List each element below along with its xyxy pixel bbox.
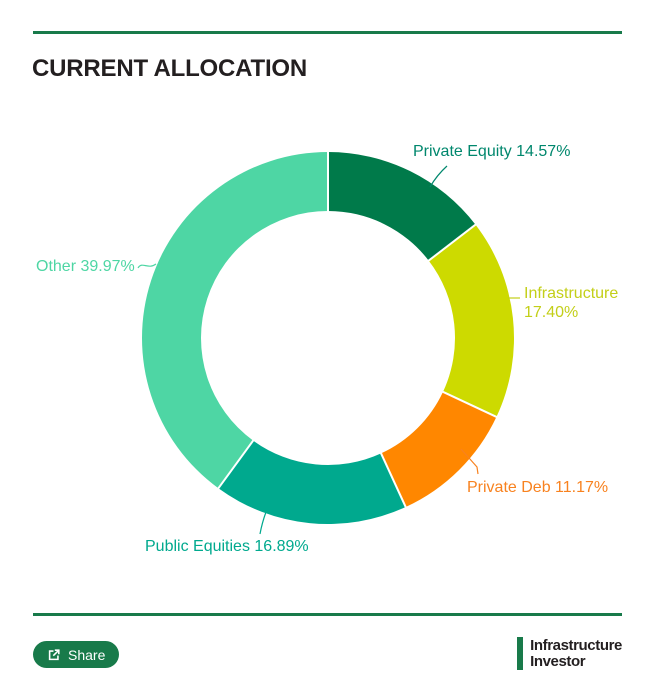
logo-line1: Infrastructure <box>530 637 622 654</box>
logo-bar <box>517 637 524 670</box>
donut-segment-other[interactable] <box>142 152 328 489</box>
segment-separator <box>441 390 498 419</box>
leader-line-private-deb <box>460 448 479 475</box>
page-title: CURRENT ALLOCATION <box>32 55 308 82</box>
top-divider <box>33 31 622 34</box>
label-other: Other 39.97% <box>36 258 135 275</box>
segment-separator <box>379 452 408 509</box>
infrastructure-investor-logo: Infrastructure Investor <box>517 637 622 670</box>
leader-line-public-equities <box>259 511 267 535</box>
label-private-equity: Private Equity 14.57% <box>413 143 571 160</box>
leader-line-other <box>137 263 157 269</box>
segment-separator <box>216 439 255 490</box>
donut-segment-private-equity[interactable] <box>328 152 476 261</box>
bottom-divider <box>33 613 622 616</box>
share-button[interactable]: Share <box>33 641 120 668</box>
share-icon <box>47 648 61 662</box>
label-infrastructure: Infrastructure 17.40% <box>524 285 619 321</box>
donut-segment-private-deb[interactable] <box>381 391 497 507</box>
share-button-label: Share <box>68 646 106 663</box>
segment-separator <box>427 223 477 263</box>
donut-segment-infrastructure[interactable] <box>428 224 514 417</box>
label-private-deb: Private Deb 11.17% <box>467 479 609 496</box>
logo-line2: Investor <box>530 653 586 670</box>
donut-segment-public-equities[interactable] <box>218 440 406 524</box>
label-public-equities: Public Equities 16.89% <box>145 538 309 555</box>
leader-line-private-equity <box>429 165 448 188</box>
